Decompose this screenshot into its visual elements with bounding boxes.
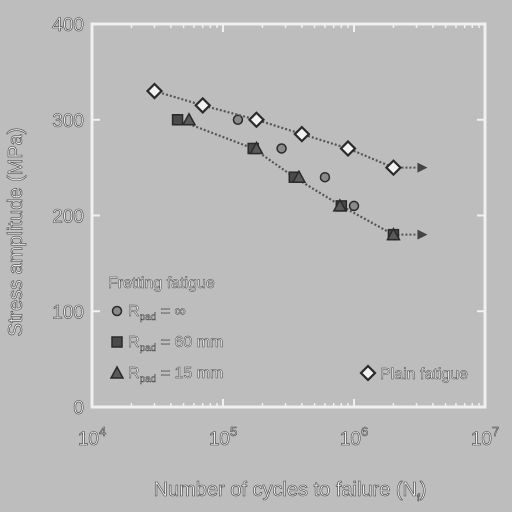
data-point-triangle bbox=[332, 198, 348, 212]
y-axis-title: Stress amplitude (MPa) bbox=[5, 128, 27, 337]
legend-entry-rest: = ∞ bbox=[156, 303, 186, 320]
x-axis-title-main: Number of cycles to failure (N bbox=[154, 479, 417, 501]
x-tick-base: 10 bbox=[340, 429, 361, 450]
legend-entry-main: R bbox=[128, 303, 140, 320]
data-point-square bbox=[171, 114, 184, 126]
data-point-diamond bbox=[145, 82, 164, 100]
y-tick-label: 0 bbox=[73, 398, 84, 419]
data-point-diamond bbox=[339, 139, 357, 158]
x-tick-exponent: 5 bbox=[230, 424, 237, 439]
legend-entry-label: Rpad = 60 mm bbox=[128, 334, 223, 354]
x-tick-exponent: 6 bbox=[361, 424, 368, 439]
data-point-diamond bbox=[359, 364, 377, 382]
data-point-circle bbox=[232, 114, 244, 125]
x-tick-base: 10 bbox=[471, 429, 492, 450]
legend-entry-label: Rpad = 15 mm bbox=[128, 365, 223, 385]
x-axis-title-sub: f bbox=[417, 493, 420, 504]
data-point-diamond bbox=[293, 125, 311, 143]
data-point-diamond bbox=[384, 159, 402, 177]
data-point-circle bbox=[111, 305, 123, 317]
x-axis: 104 105 106 107 bbox=[78, 24, 499, 450]
legend-group-title: Fretting fatigue bbox=[108, 275, 215, 292]
series-group bbox=[145, 82, 428, 177]
x-tick-label: 104 bbox=[78, 424, 106, 450]
y-tick-label: 400 bbox=[52, 15, 84, 36]
legend-entry-sub: pad bbox=[140, 343, 157, 354]
data-point-triangle bbox=[109, 365, 125, 379]
y-tick-label: 200 bbox=[52, 207, 84, 228]
series-trend-line bbox=[177, 118, 394, 236]
series-group bbox=[181, 112, 401, 241]
data-point-circle bbox=[276, 143, 287, 154]
legend-entry-main: R bbox=[128, 365, 140, 382]
x-tick-label: 107 bbox=[471, 424, 499, 450]
series-layer bbox=[145, 82, 428, 241]
data-point-triangle bbox=[249, 140, 264, 155]
legend-entry-rest: = 60 mm bbox=[156, 334, 223, 351]
data-point-circle bbox=[319, 171, 331, 183]
legend-entry-plain-fatigue: Plain fatigue bbox=[380, 366, 468, 383]
runout-arrow-head bbox=[417, 229, 428, 240]
legend-entry-sub: pad bbox=[140, 374, 157, 385]
y-axis: 0 100 200 300 400 bbox=[52, 15, 485, 419]
legend-entry-rest: = 15 mm bbox=[156, 365, 223, 382]
x-axis-title-end: ) bbox=[420, 479, 427, 501]
legend-entry-sub: pad bbox=[140, 312, 157, 323]
data-point-triangle bbox=[291, 169, 307, 183]
y-tick-label: 100 bbox=[52, 302, 84, 323]
data-point-square bbox=[111, 336, 123, 348]
x-axis-title: Number of cycles to failure (Nf) bbox=[154, 479, 427, 504]
x-tick-base: 10 bbox=[78, 429, 99, 450]
x-tick-base: 10 bbox=[209, 429, 230, 450]
x-tick-exponent: 7 bbox=[492, 424, 499, 439]
x-tick-label: 106 bbox=[340, 424, 368, 450]
data-point-triangle bbox=[386, 227, 401, 241]
legend-entry-label: Rpad = ∞ bbox=[128, 303, 186, 323]
x-tick-label: 105 bbox=[209, 424, 237, 450]
legend-entry-main: R bbox=[128, 334, 140, 351]
data-point-diamond bbox=[194, 96, 212, 114]
x-tick-exponent: 4 bbox=[99, 424, 106, 439]
runout-arrow-head bbox=[417, 162, 428, 173]
y-tick-label: 300 bbox=[52, 111, 84, 132]
series-trend-line bbox=[154, 89, 394, 169]
data-point-triangle bbox=[181, 112, 197, 126]
data-point-diamond bbox=[247, 111, 265, 129]
data-point-circle bbox=[348, 200, 360, 212]
